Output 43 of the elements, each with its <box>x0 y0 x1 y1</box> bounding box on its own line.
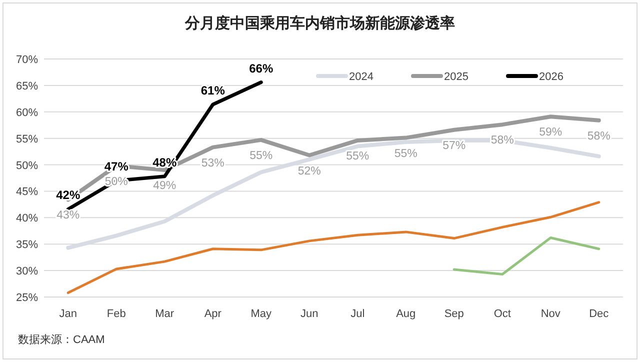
source-note: 数据来源：CAAM <box>18 333 105 346</box>
y-tick-label: 30% <box>16 266 38 278</box>
y-tick-label: 40% <box>16 212 38 225</box>
x-tick-label: Aug <box>396 308 416 320</box>
data-label: 55% <box>394 148 418 160</box>
data-label: 59% <box>539 126 562 139</box>
chart-title: 分月度中国乘用车内销市场新能源渗透率 <box>184 14 455 32</box>
x-tick-label: Nov <box>540 308 561 320</box>
data-label: 55% <box>250 150 273 162</box>
x-tick-label: Sep <box>444 308 464 320</box>
data-label: 55% <box>346 150 370 162</box>
data-label: 53% <box>201 157 224 170</box>
data-label: 58% <box>587 130 610 142</box>
data-label: 49% <box>153 180 176 192</box>
data-label: 43% <box>56 210 80 222</box>
x-tick-label: Feb <box>106 308 126 320</box>
data-label: 57% <box>442 140 466 152</box>
y-tick-label: 65% <box>16 80 38 92</box>
x-tick-label: May <box>250 308 272 320</box>
legend-label: 2026 <box>539 71 564 83</box>
x-tick-label: Jun <box>300 308 318 320</box>
x-tick-label: Apr <box>204 308 222 320</box>
legend-label: 2024 <box>349 71 374 83</box>
y-tick-label: 50% <box>16 160 38 172</box>
data-label: 61% <box>200 83 226 98</box>
y-tick-label: 45% <box>16 186 38 198</box>
x-tick-label: Mar <box>155 308 174 320</box>
data-label: 42% <box>56 188 80 202</box>
data-label: 66% <box>249 61 274 76</box>
line-series <box>452 236 600 276</box>
y-tick-label: 70% <box>16 54 38 66</box>
x-tick-label: Jan <box>59 308 77 320</box>
y-tick-label: 25% <box>16 292 38 304</box>
x-tick-label: Oct <box>494 308 511 320</box>
data-label: 52% <box>298 165 321 178</box>
x-tick-label: Dec <box>589 308 610 320</box>
legend-label: 2025 <box>444 71 468 83</box>
data-label: 47% <box>104 160 129 174</box>
y-tick-label: 35% <box>16 239 38 252</box>
y-tick-label: 55% <box>16 133 38 146</box>
x-tick-label: Jul <box>350 308 365 320</box>
y-tick-label: 60% <box>16 106 38 119</box>
data-label: 58% <box>490 134 514 147</box>
